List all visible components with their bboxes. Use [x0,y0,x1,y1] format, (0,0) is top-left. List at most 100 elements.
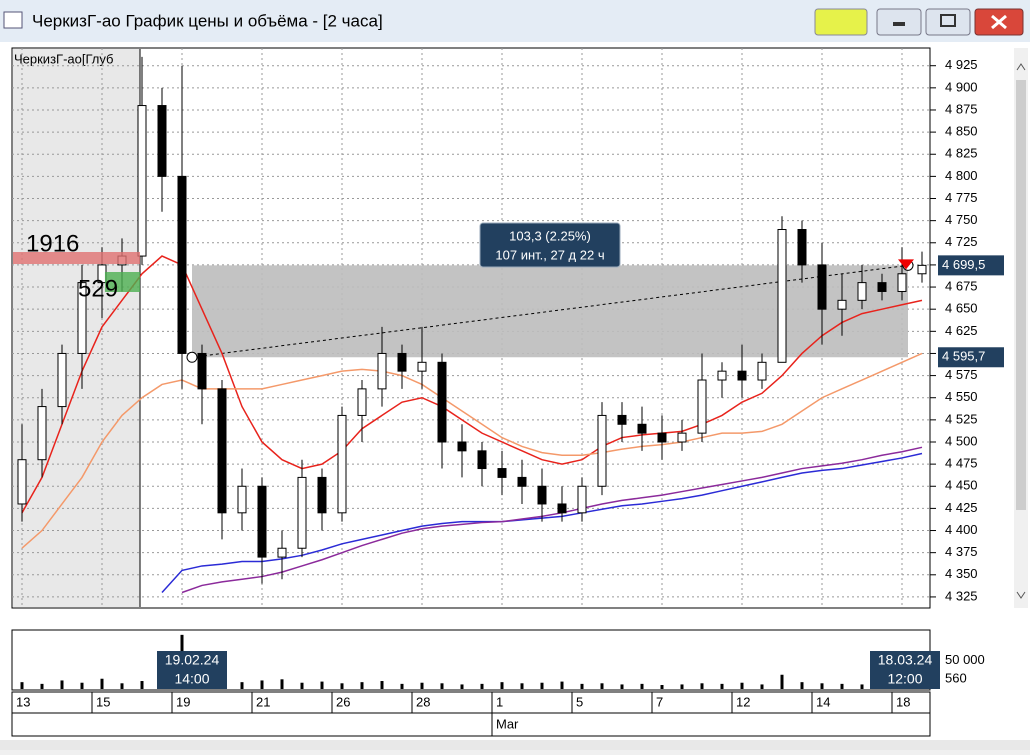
y-tick-label: 4 625 [945,323,978,338]
link-button[interactable] [815,9,867,35]
measure-handle[interactable] [187,352,197,362]
volume-bar [121,683,124,689]
depth-label: 529 [78,275,118,302]
y-tick-label: 4 875 [945,101,978,116]
y-tick-label: 4 550 [945,389,978,404]
candle-body [178,176,186,353]
volume-bar [241,682,244,689]
candle-body [598,415,606,486]
volume-bar [741,683,744,689]
volume-bar [301,683,304,689]
candle-body [318,477,326,512]
maximize-button[interactable] [926,9,970,35]
app-icon [4,12,22,28]
v-scroll-thumb[interactable] [1016,80,1026,510]
y-tick-label: 4 350 [945,566,978,581]
candle-body [838,300,846,309]
h-scrollbar[interactable] [0,740,1030,750]
y-tick-label: 4 650 [945,301,978,316]
volume-bar [521,683,524,689]
volume-bar [621,684,624,689]
x-tick-label: 18 [896,694,910,709]
candle-body [618,415,626,424]
candle-body [898,274,906,292]
y-tick-label: 4 425 [945,500,978,515]
window-title: ЧеркизГ-ао График цены и объёма - [2 час… [32,11,383,30]
volume-bar [481,684,484,689]
volume-bar [601,683,604,689]
volume-bar [861,684,864,689]
volume-bar [681,684,684,689]
minimize-icon [893,22,905,26]
candle-body [778,230,786,363]
candle-body [418,362,426,371]
candle-body [138,106,146,257]
x-tick-label: 28 [416,694,430,709]
candle-body [378,353,386,388]
candle-body [878,283,886,292]
volume-current: 560 [945,670,967,685]
volume-bar [321,682,324,689]
candle-body [918,265,926,273]
candle-body [218,389,226,513]
y-tick-label: 4 800 [945,168,978,183]
volume-bar [41,684,44,689]
volume-bar [461,684,464,689]
volume-bar [661,685,664,689]
candle-body [558,504,566,513]
volume-bar [261,680,264,689]
volume-bar [401,684,404,689]
volume-bar [101,679,104,689]
candle-body [258,486,266,557]
y-tick-label: 4 525 [945,411,978,426]
candle-body [678,433,686,442]
volume-pane [12,630,930,690]
y-tick-label: 4 450 [945,478,978,493]
candle-body [798,230,806,265]
volume-bar [761,684,764,689]
volume-bar [781,675,784,689]
volume-bar [841,684,844,689]
volume-bar [821,683,824,689]
y-tick-label: 4 400 [945,522,978,537]
candle-body [398,353,406,371]
candle-body [478,451,486,469]
pane-label: ЧеркизГ-ао[Глуб [14,51,113,66]
candle-body [738,371,746,380]
volume-bar [441,683,444,689]
candle-body [718,371,726,380]
candle-body [658,433,666,442]
price-marker-label: 4 595,7 [942,349,985,364]
candle-body [458,442,466,451]
volume-bar [801,682,804,689]
candle-body [498,469,506,478]
measure-text: 103,3 (2.25%) [509,228,591,243]
depth-area [13,49,140,607]
volume-bar [721,684,724,689]
y-tick-label: 4 900 [945,79,978,94]
y-tick-label: 4 850 [945,124,978,139]
volume-bar [561,682,564,689]
x-tick-label: 12 [736,694,750,709]
candle-body [538,486,546,504]
depth-label: 1916 [26,230,79,257]
candle-body [818,265,826,309]
volume-bar [701,683,704,689]
x-tick-label: 19 [176,694,190,709]
y-tick-label: 4 925 [945,57,978,72]
x-tick-label: 1 [496,694,503,709]
candle-body [858,283,866,301]
volume-bar [421,683,424,689]
x-tick-label: 7 [656,694,663,709]
date-axis [12,692,930,736]
candle-body [638,424,646,433]
price-marker-label: 4 699,5 [942,257,985,272]
x-tick-label: 14 [816,694,830,709]
candle-body [198,353,206,388]
candle-body [238,486,246,513]
month-label: Mar [496,716,519,731]
volume-bar [501,682,504,689]
y-tick-label: 4 725 [945,234,978,249]
y-tick-label: 4 325 [945,588,978,603]
